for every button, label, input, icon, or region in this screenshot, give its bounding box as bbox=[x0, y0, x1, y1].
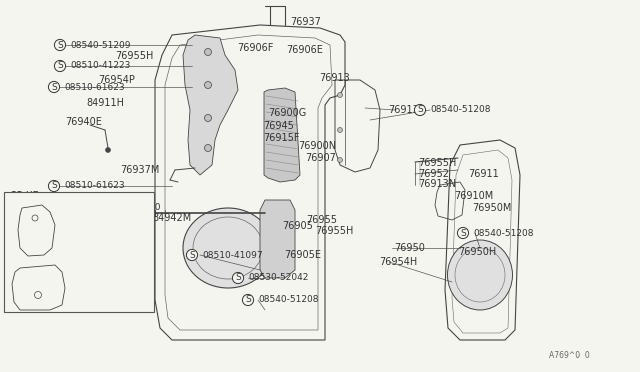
Text: 08540-51209: 08540-51209 bbox=[70, 41, 131, 49]
Text: 76915E: 76915E bbox=[68, 218, 102, 227]
Polygon shape bbox=[260, 200, 295, 278]
Text: 08510-41097: 08510-41097 bbox=[202, 250, 262, 260]
Text: 76954P: 76954P bbox=[98, 75, 135, 85]
Circle shape bbox=[337, 93, 342, 97]
Text: 76913: 76913 bbox=[319, 73, 349, 83]
Text: 76917N: 76917N bbox=[52, 237, 88, 247]
Text: 08510-61623: 08510-61623 bbox=[64, 83, 125, 92]
Text: 76905E: 76905E bbox=[284, 250, 321, 260]
Text: 08540-51208: 08540-51208 bbox=[258, 295, 319, 305]
Ellipse shape bbox=[183, 208, 273, 288]
Circle shape bbox=[337, 128, 342, 132]
Text: 76950: 76950 bbox=[394, 243, 425, 253]
Text: S: S bbox=[57, 41, 63, 49]
Text: 76907: 76907 bbox=[305, 153, 336, 163]
Text: 08510-61623: 08510-61623 bbox=[64, 182, 125, 190]
Text: 76911: 76911 bbox=[468, 169, 499, 179]
Text: 76955: 76955 bbox=[306, 215, 337, 225]
Text: 84942M: 84942M bbox=[152, 213, 191, 223]
Circle shape bbox=[205, 48, 211, 55]
Text: 76900N: 76900N bbox=[298, 141, 336, 151]
Text: 76913R: 76913R bbox=[10, 211, 45, 219]
Text: 76945: 76945 bbox=[263, 121, 294, 131]
Text: 76954H: 76954H bbox=[379, 257, 417, 267]
Text: 76950H: 76950H bbox=[458, 247, 496, 257]
Circle shape bbox=[337, 157, 342, 163]
Text: 08963-20410: 08963-20410 bbox=[100, 202, 161, 212]
Text: S: S bbox=[235, 273, 241, 282]
Text: 76950M: 76950M bbox=[472, 203, 511, 213]
Polygon shape bbox=[183, 35, 238, 175]
Text: 76955H: 76955H bbox=[115, 51, 154, 61]
Ellipse shape bbox=[447, 240, 513, 310]
Text: 76952: 76952 bbox=[418, 169, 449, 179]
Text: S: S bbox=[57, 61, 63, 71]
Text: 76906E: 76906E bbox=[286, 45, 323, 55]
Text: 76940E: 76940E bbox=[65, 117, 102, 127]
Text: 76915F: 76915F bbox=[263, 133, 300, 143]
Bar bbox=[4, 192, 154, 312]
Text: N: N bbox=[86, 202, 93, 212]
Text: 08540-51208: 08540-51208 bbox=[473, 228, 534, 237]
Text: 08540-51208: 08540-51208 bbox=[430, 106, 490, 115]
Circle shape bbox=[205, 81, 211, 89]
Text: 76955H: 76955H bbox=[315, 226, 353, 236]
Text: S: S bbox=[189, 250, 195, 260]
Circle shape bbox=[106, 148, 111, 153]
Text: 76913N: 76913N bbox=[48, 295, 83, 305]
Text: S: S bbox=[51, 182, 57, 190]
Text: 76910M: 76910M bbox=[454, 191, 493, 201]
Text: 76913N: 76913N bbox=[418, 179, 456, 189]
Text: OP:XE: OP:XE bbox=[10, 195, 40, 205]
Text: 76937: 76937 bbox=[290, 17, 321, 27]
Text: 76937M: 76937M bbox=[120, 165, 159, 175]
Text: S: S bbox=[245, 295, 251, 305]
Text: OP:XE: OP:XE bbox=[10, 191, 40, 201]
Text: S: S bbox=[51, 83, 57, 92]
Text: S: S bbox=[417, 106, 423, 115]
Text: 76906F: 76906F bbox=[65, 279, 99, 289]
Circle shape bbox=[205, 115, 211, 122]
Text: 76913R: 76913R bbox=[388, 105, 426, 115]
Polygon shape bbox=[264, 88, 300, 182]
Text: S: S bbox=[460, 228, 466, 237]
Text: 76906F: 76906F bbox=[237, 43, 273, 53]
Text: 08530-52042: 08530-52042 bbox=[248, 273, 308, 282]
Circle shape bbox=[205, 144, 211, 151]
Text: 76905: 76905 bbox=[282, 221, 313, 231]
Text: A769^0  0: A769^0 0 bbox=[549, 351, 590, 360]
Text: 76955H: 76955H bbox=[418, 158, 456, 168]
Text: 84911H: 84911H bbox=[86, 98, 124, 108]
Text: 08510-41223: 08510-41223 bbox=[70, 61, 131, 71]
Text: 76900G: 76900G bbox=[268, 108, 307, 118]
